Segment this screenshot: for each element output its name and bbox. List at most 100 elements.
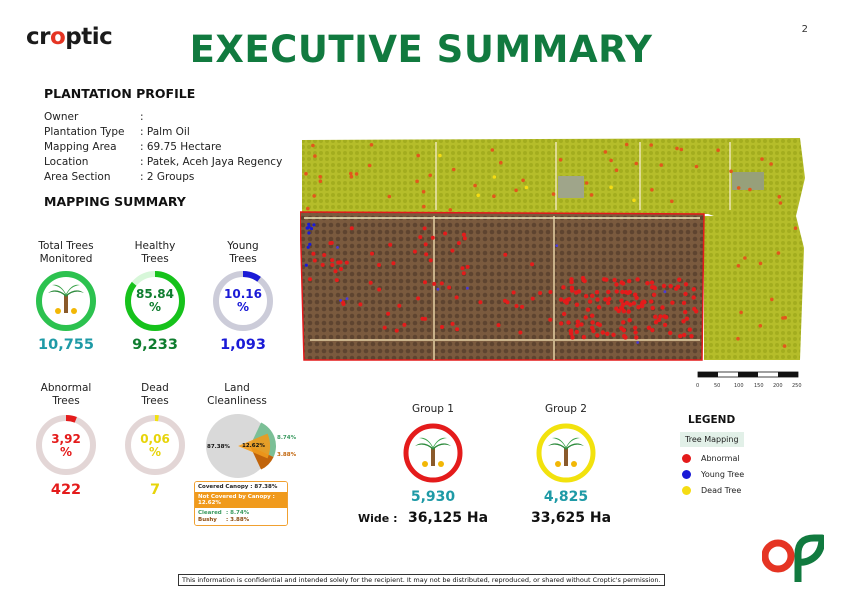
tree-marker	[461, 232, 466, 237]
tree-marker	[674, 286, 679, 291]
tree-marker	[476, 193, 480, 198]
scale-tick: 250	[792, 383, 802, 389]
profile-row-mapping-area: Mapping Area: 69.75 Hectare	[44, 141, 222, 153]
tree-marker	[621, 328, 627, 333]
tree-marker	[589, 193, 594, 197]
tree-marker	[621, 320, 626, 325]
tree-marker	[428, 258, 433, 263]
scale-segment	[698, 372, 718, 377]
tree-marker	[636, 341, 640, 344]
tree-marker	[651, 292, 657, 297]
abnormal-trees-value: 422	[50, 482, 82, 498]
tree-marker	[423, 316, 428, 321]
tree-marker	[612, 277, 617, 283]
profile-row-area-section: Area Section: 2 Groups	[44, 171, 195, 183]
tree-marker	[423, 280, 427, 285]
tree-marker	[418, 235, 423, 240]
not-covered-pct-label: 12.62%	[242, 443, 265, 449]
tree-marker	[661, 283, 667, 289]
tree-marker	[311, 251, 316, 256]
tree-marker	[358, 302, 363, 307]
tree-marker	[524, 185, 529, 190]
healthy-trees-value: 9,233	[132, 337, 178, 353]
tree-marker	[455, 327, 460, 332]
tree-marker	[603, 297, 608, 302]
tree-marker	[306, 245, 310, 249]
tree-marker	[663, 290, 667, 294]
tree-marker	[555, 244, 559, 247]
tree-marker	[777, 194, 782, 199]
tree-marker	[619, 298, 624, 303]
map-area-east	[704, 216, 804, 360]
tree-marker	[596, 305, 602, 310]
tree-marker	[649, 280, 655, 285]
scale-tick: 50	[714, 383, 720, 389]
tree-marker	[793, 226, 798, 230]
page-number: 2	[801, 24, 808, 35]
tree-marker	[758, 261, 763, 266]
tree-marker	[306, 206, 310, 211]
tree-marker	[416, 296, 421, 301]
tree-marker	[439, 281, 444, 286]
total-trees-value: 10,755	[38, 337, 94, 353]
tree-marker	[603, 150, 608, 154]
abnormal-trees-percent: 3,92 %	[51, 432, 81, 459]
tree-marker	[423, 242, 428, 247]
tree-marker	[511, 290, 516, 295]
tree-marker	[606, 300, 611, 306]
tree-marker	[492, 175, 497, 179]
palm-tree-icon	[415, 437, 451, 467]
tree-marker	[307, 222, 311, 226]
dead-tree-dot-icon	[682, 486, 691, 495]
scale-segment	[778, 372, 798, 377]
land-cleanliness-box: Covered Canopy : 87.38% Not Covered by C…	[194, 481, 288, 526]
plantation-profile: Owner: Plantation Type: Palm Oil Mapping…	[44, 110, 282, 185]
tree-marker	[369, 143, 374, 147]
tree-marker	[344, 260, 349, 265]
group-2-label: Group 2	[545, 403, 587, 415]
tree-marker	[660, 305, 665, 310]
tree-marker	[397, 303, 402, 308]
cleared-pct-label: 8.74%	[277, 435, 297, 441]
croptic-brand-mark-icon	[762, 534, 824, 582]
tree-marker	[691, 295, 696, 300]
tree-marker	[416, 153, 420, 158]
tree-marker	[625, 290, 631, 296]
aerial-plantation-map	[300, 138, 805, 361]
tree-marker	[548, 290, 553, 294]
land-cleanliness-pie: 87.38% 12.62% 8.74% 3.88%	[206, 414, 297, 478]
tree-marker	[782, 344, 787, 348]
covered-canopy-row: Covered Canopy : 87.38%	[195, 482, 287, 492]
tree-marker	[595, 297, 600, 302]
young-trees-arc	[213, 271, 273, 331]
tree-marker	[570, 335, 575, 340]
tree-marker	[574, 329, 579, 335]
dead-trees-percent: 0,06 %	[140, 432, 170, 459]
tree-marker	[585, 307, 591, 312]
land-cleanliness-label: Land Cleanliness	[207, 382, 267, 407]
tree-marker	[611, 332, 616, 337]
tree-marker	[559, 321, 564, 326]
tree-marker	[606, 289, 611, 295]
tree-marker	[461, 271, 466, 276]
tree-marker	[367, 163, 372, 168]
tree-marker	[561, 311, 567, 317]
tree-marker	[569, 288, 575, 293]
tree-marker	[450, 248, 455, 253]
tree-marker	[313, 154, 317, 158]
tree-marker	[670, 199, 674, 204]
tree-marker	[614, 289, 619, 294]
tree-marker	[447, 285, 452, 290]
total-trees-label: Total Trees Monitored	[38, 240, 94, 265]
tree-marker	[633, 292, 638, 297]
group-2-ring	[536, 423, 596, 483]
tree-marker	[653, 314, 658, 319]
tree-marker	[689, 334, 694, 339]
tree-marker	[548, 317, 553, 322]
tree-marker	[716, 148, 720, 152]
tree-marker	[538, 291, 543, 295]
tree-marker	[370, 251, 374, 256]
young-tree-dot-icon	[682, 470, 691, 479]
tree-marker	[604, 277, 609, 282]
tree-marker	[382, 325, 387, 330]
